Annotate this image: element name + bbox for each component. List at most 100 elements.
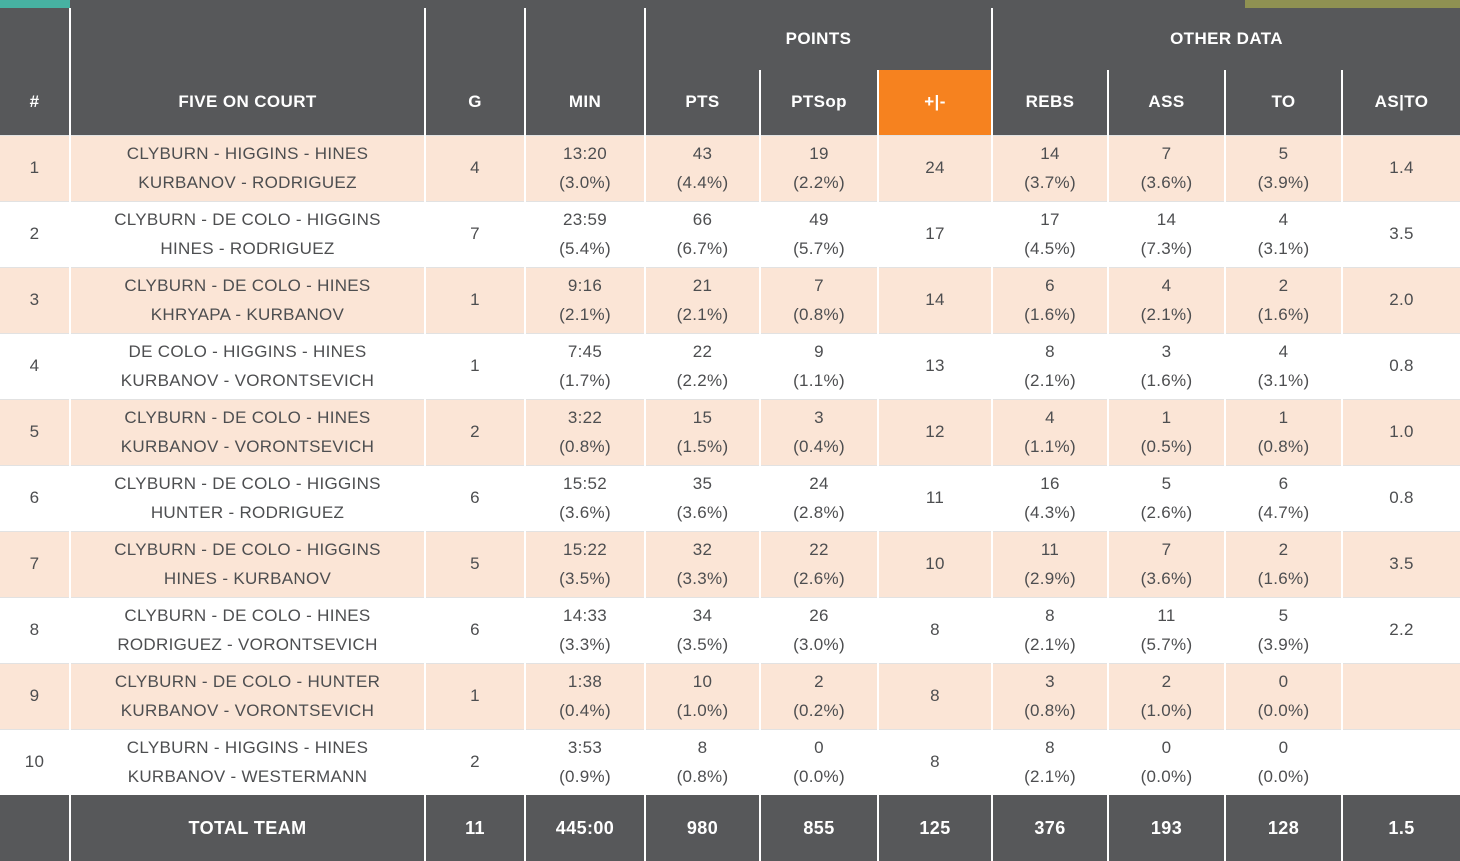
rebs-cell: 17 (4.5%) — [991, 201, 1108, 267]
as-to-cell — [1340, 729, 1460, 795]
cell-value: 4 — [1045, 408, 1055, 427]
cell-percentage: (3.3%) — [676, 569, 729, 588]
cell-percentage: (3.9%) — [1257, 635, 1310, 654]
cell-value: 15:22 — [562, 540, 608, 559]
to-cell: 4 (3.1%) — [1224, 201, 1342, 267]
plus-minus-cell: 8 — [877, 729, 992, 795]
cell-percentage: (0.8%) — [1257, 437, 1310, 456]
cell-percentage: (0.0%) — [793, 767, 845, 787]
cell-percentage: (7.3%) — [1140, 239, 1193, 258]
cell-value: 1:38 — [567, 672, 603, 691]
cell-value: CLYBURN - DE COLO - HIGGINS — [114, 210, 381, 229]
cell-value: 6 — [1045, 276, 1055, 295]
table-footer: TOTAL TEAM 11 445:00 980 855 125 376 193… — [0, 795, 1460, 861]
total-to-cell: 128 — [1224, 795, 1342, 861]
cell-percentage: (1.5%) — [676, 437, 729, 456]
as-to-cell: 3.5 — [1340, 201, 1460, 267]
lineup-cell: CLYBURN - DE COLO - HINES KHRYAPA - KURBA… — [69, 267, 425, 333]
cell-value: 32 — [692, 540, 713, 559]
cell-value: CLYBURN - DE COLO - HINES — [124, 606, 371, 625]
cell-percentage: (1.6%) — [1257, 305, 1310, 324]
cell-value: 22 — [692, 342, 713, 361]
to-cell: 6 (4.7%) — [1224, 465, 1342, 531]
cell-value: 8 — [1045, 738, 1055, 758]
rebs-cell: 8 (2.1%) — [991, 333, 1108, 399]
rebs-cell: 8 (2.1%) — [991, 729, 1108, 795]
cell-percentage: (6.7%) — [676, 239, 729, 258]
ass-cell: 2 (1.0%) — [1107, 663, 1225, 729]
lineup-cell: CLYBURN - HIGGINS - HINES KURBANOV - RODR… — [69, 135, 425, 201]
lineup-cell: CLYBURN - DE COLO - HIGGINS HUNTER - RODR… — [69, 465, 425, 531]
cell-percentage: (5.7%) — [1140, 635, 1193, 654]
cell-percentage: (1.7%) — [559, 371, 611, 390]
row-number-cell: 5 — [29, 422, 40, 441]
cell-value: 1 — [1161, 408, 1172, 427]
as-to-cell: 0.8 — [1340, 465, 1460, 531]
pts-cell: 8 (0.8%) — [644, 729, 760, 795]
total-plus-minus-cell: 125 — [877, 795, 992, 861]
cell-percentage: (1.0%) — [1140, 701, 1193, 720]
cell-percentage: (4.7%) — [1257, 503, 1310, 522]
cell-percentage: (3.1%) — [1257, 239, 1310, 258]
cell-percentage: KURBANOV - WESTERMANN — [127, 767, 368, 787]
plus-minus-cell: 10 — [877, 531, 992, 597]
cell-percentage: (2.1%) — [1140, 305, 1193, 324]
total-ass-cell: 193 — [1107, 795, 1225, 861]
cell-percentage: (3.5%) — [559, 569, 611, 588]
rebs-cell: 14 (3.7%) — [991, 135, 1108, 201]
top-strip — [0, 0, 1460, 8]
col-header-ptsop: PTSop — [759, 70, 878, 135]
cell-percentage: (3.6%) — [676, 503, 729, 522]
cell-value: 66 — [692, 210, 713, 229]
minutes-cell: 3:53 (0.9%) — [524, 729, 645, 795]
ptsop-cell: 3 (0.4%) — [759, 399, 878, 465]
cell-value: 3 — [814, 408, 824, 427]
total-pts-cell: 980 — [644, 795, 760, 861]
cell-value: 4 — [1278, 342, 1289, 361]
lineup-cell: CLYBURN - DE COLO - HIGGINS HINES - KURBA… — [69, 531, 425, 597]
cell-percentage: (0.5%) — [1140, 437, 1193, 456]
plus-minus-cell: 11 — [877, 465, 992, 531]
cell-percentage: (3.6%) — [1140, 569, 1193, 588]
ptsop-cell: 9 (1.1%) — [759, 333, 878, 399]
to-cell: 1 (0.8%) — [1224, 399, 1342, 465]
games-cell: 1 — [424, 663, 525, 729]
cell-value: CLYBURN - DE COLO - HIGGINS — [114, 540, 381, 559]
rebs-cell: 3 (0.8%) — [991, 663, 1108, 729]
total-label: TOTAL TEAM — [69, 795, 425, 861]
total-ptsop-cell: 855 — [759, 795, 878, 861]
cell-percentage: (0.4%) — [793, 437, 845, 456]
cell-percentage: (3.3%) — [559, 635, 611, 654]
as-to-cell: 2.2 — [1340, 597, 1460, 663]
row-number-cell: 9 — [29, 686, 40, 705]
plus-minus-cell: 17 — [877, 201, 992, 267]
cell-value: 8 — [1045, 342, 1055, 361]
cell-value: 7 — [1161, 540, 1172, 559]
cell-value: CLYBURN - DE COLO - HINES — [124, 276, 371, 295]
ass-cell: 11 (5.7%) — [1107, 597, 1225, 663]
table-row: 5 CLYBURN - DE COLO - HINES KURBANOV - VOR… — [0, 399, 1460, 465]
cell-value: 24 — [809, 474, 829, 493]
games-cell: 1 — [424, 333, 525, 399]
cell-percentage: (0.0%) — [1257, 767, 1310, 787]
as-to-cell: 1.4 — [1340, 135, 1460, 201]
ass-cell: 0 (0.0%) — [1107, 729, 1225, 795]
cell-value: 11 — [1040, 540, 1060, 559]
ass-cell: 1 (0.5%) — [1107, 399, 1225, 465]
cell-percentage: (2.8%) — [793, 503, 845, 522]
ass-cell: 7 (3.6%) — [1107, 531, 1225, 597]
games-cell: 7 — [424, 201, 525, 267]
minutes-cell: 7:45 (1.7%) — [524, 333, 645, 399]
cell-value: 23:59 — [562, 210, 608, 229]
cell-percentage: (0.8%) — [559, 437, 611, 456]
as-to-cell: 0.8 — [1340, 333, 1460, 399]
cell-percentage: (2.6%) — [1140, 503, 1193, 522]
plus-minus-cell: 13 — [877, 333, 992, 399]
cell-value: 2 — [1278, 276, 1289, 295]
cell-value: 10 — [692, 672, 713, 691]
plus-minus-cell: 12 — [877, 399, 992, 465]
cell-percentage: (0.9%) — [559, 767, 611, 787]
minutes-cell: 14:33 (3.3%) — [524, 597, 645, 663]
cell-value: 7 — [1161, 144, 1172, 163]
total-rebs-cell: 376 — [991, 795, 1108, 861]
